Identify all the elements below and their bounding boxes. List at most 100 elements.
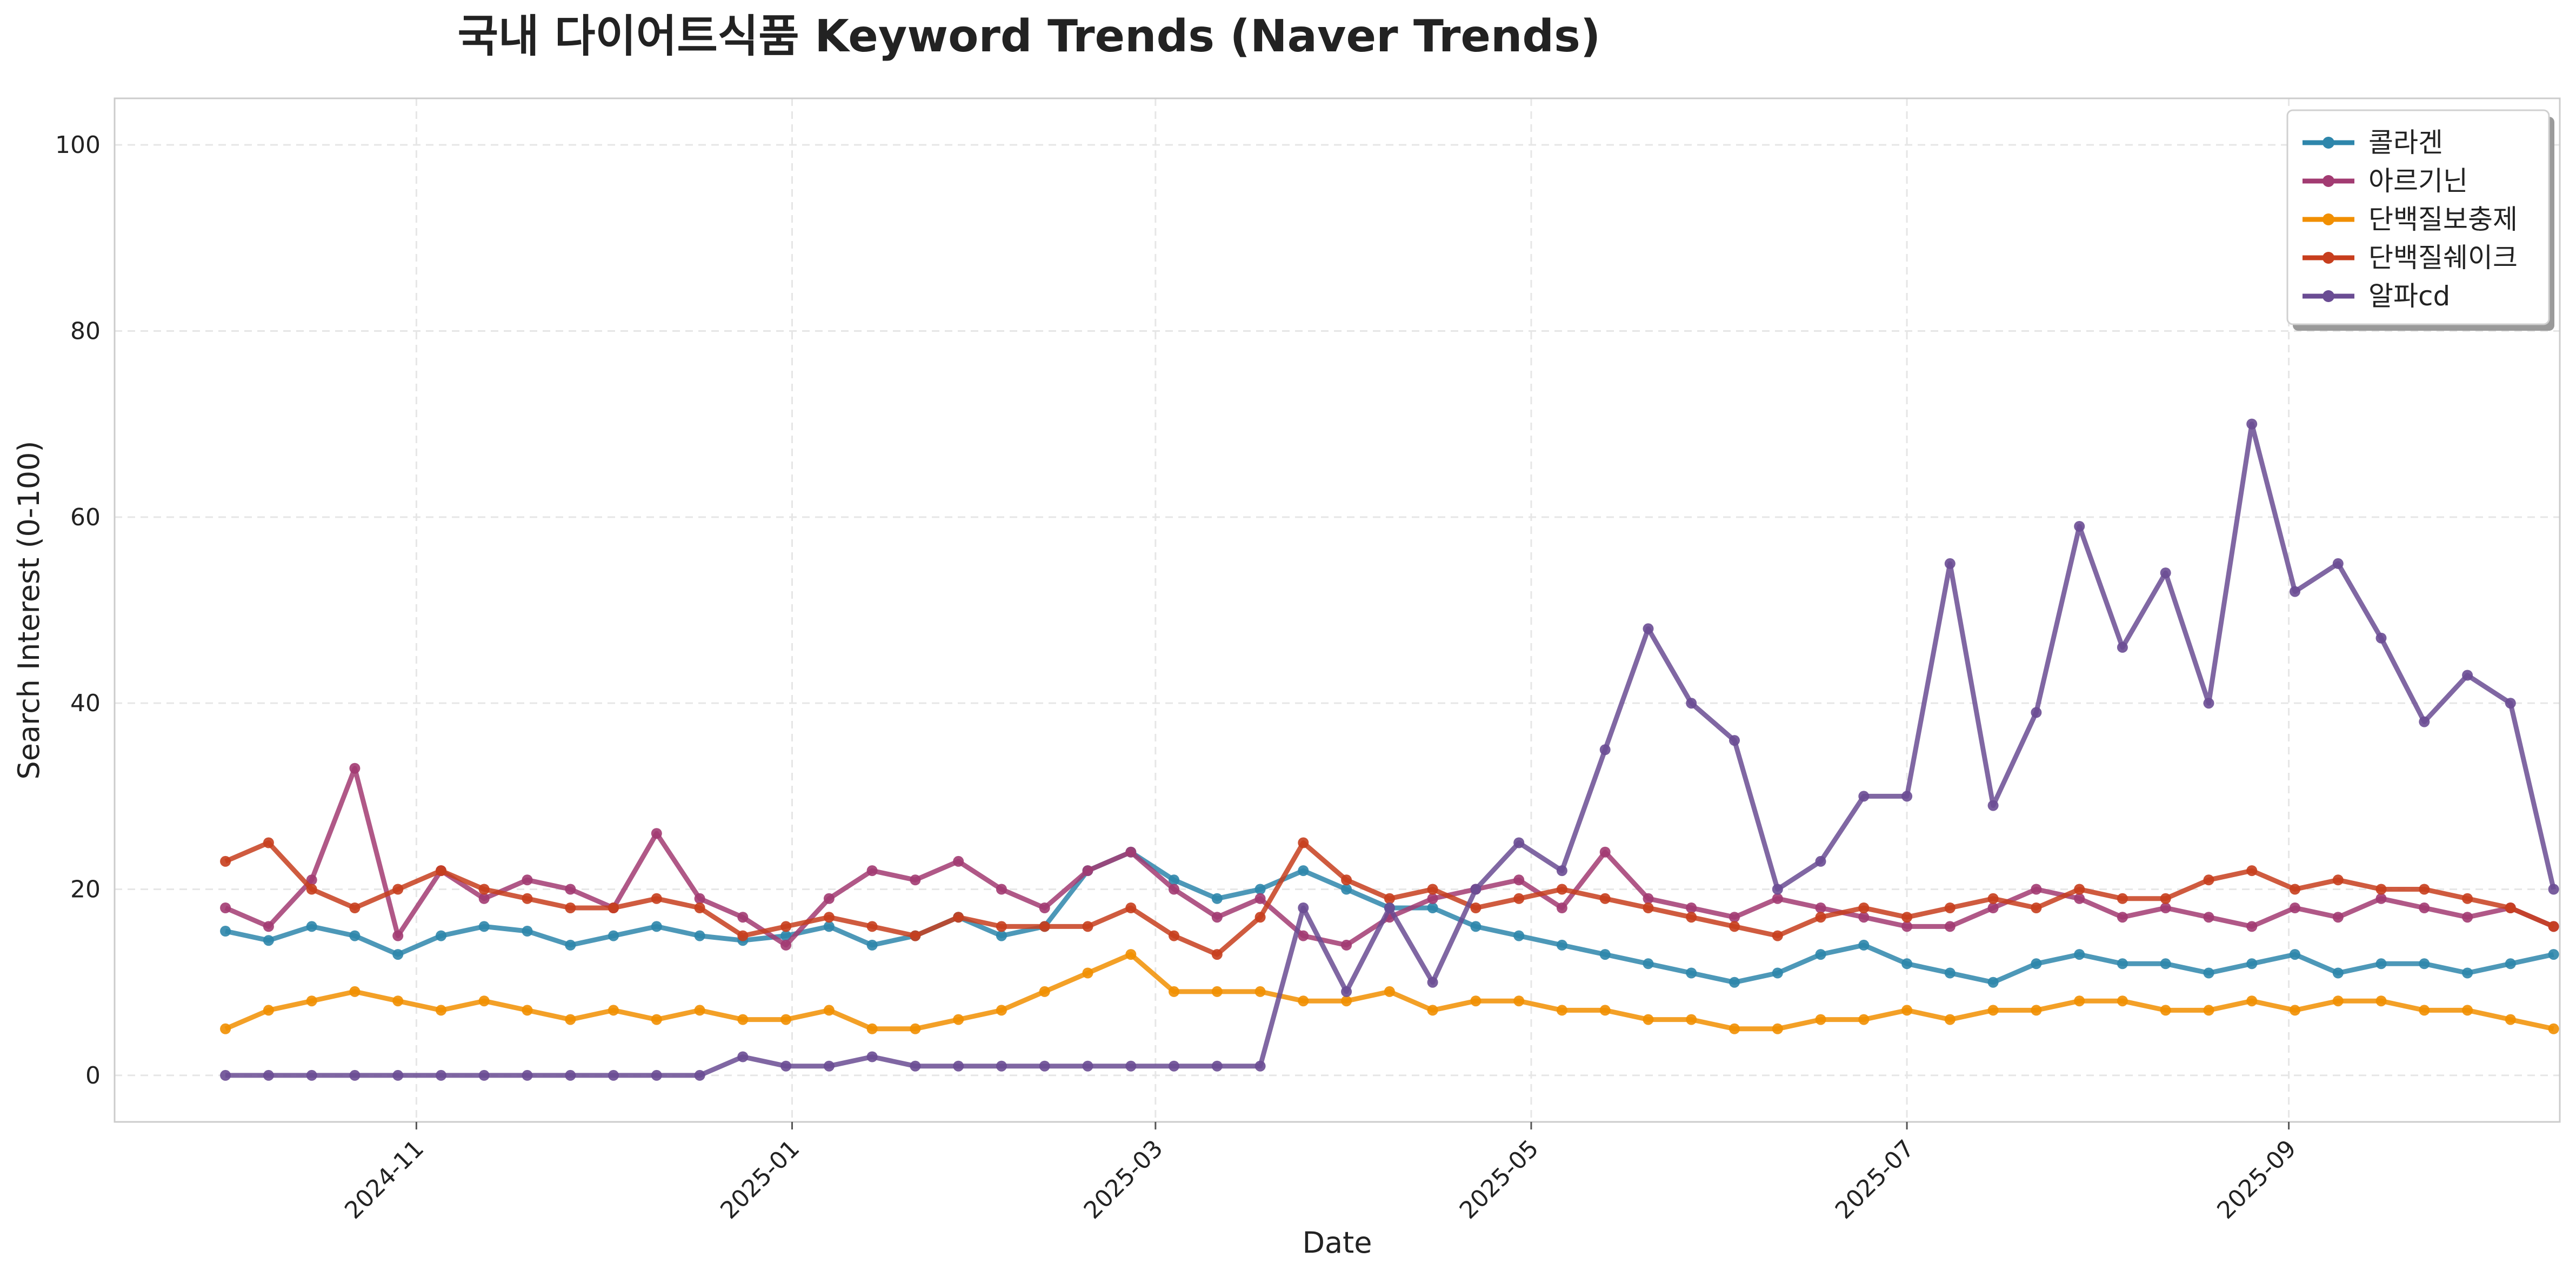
x-tick-label: 2025-05 — [1454, 1135, 1544, 1225]
data-point — [1556, 902, 1567, 913]
data-point — [2290, 902, 2300, 913]
data-point — [1254, 912, 1266, 923]
data-point — [2203, 874, 2214, 886]
data-point — [1729, 735, 1740, 746]
data-point — [2203, 967, 2214, 979]
data-point — [737, 1014, 749, 1025]
data-point — [263, 1005, 274, 1016]
data-point — [2419, 902, 2430, 913]
series-3 — [220, 949, 2559, 1034]
data-point — [1298, 865, 1309, 877]
data-point — [436, 865, 446, 877]
data-point — [1513, 837, 1525, 848]
y-tick-label: 80 — [70, 317, 101, 345]
data-point — [1772, 1023, 1783, 1034]
data-point — [953, 855, 964, 867]
data-point — [1298, 837, 1309, 848]
data-point — [436, 1005, 446, 1016]
data-point — [1298, 930, 1309, 941]
data-point — [2160, 1005, 2171, 1016]
data-point — [910, 1023, 921, 1034]
data-point — [2160, 958, 2171, 970]
data-point — [1815, 1014, 1826, 1025]
data-point — [522, 1005, 533, 1016]
data-point — [1384, 986, 1395, 997]
data-point — [1987, 1005, 1999, 1016]
data-point — [2375, 995, 2387, 1007]
data-point — [2074, 521, 2085, 532]
legend-marker — [2323, 213, 2334, 225]
data-point — [2117, 641, 2128, 653]
data-point — [1686, 967, 1697, 979]
data-point — [2548, 921, 2559, 932]
data-point — [1039, 902, 1050, 913]
data-point — [996, 1005, 1007, 1016]
data-point — [1987, 977, 1999, 988]
data-point — [737, 1051, 749, 1062]
data-point — [953, 1014, 964, 1025]
data-point — [2290, 884, 2300, 895]
y-tick-label: 100 — [55, 131, 101, 159]
data-point — [2074, 949, 2085, 960]
data-point — [737, 930, 749, 941]
data-point — [2074, 893, 2085, 904]
legend-marker — [2323, 290, 2334, 302]
data-point — [2031, 958, 2042, 970]
data-point — [478, 921, 490, 932]
data-point — [306, 1069, 317, 1081]
data-point — [2074, 995, 2085, 1007]
data-point — [478, 884, 490, 895]
data-point — [263, 921, 274, 932]
data-point — [2246, 995, 2258, 1007]
data-point — [220, 902, 231, 913]
data-point — [1858, 902, 1870, 913]
data-point — [2548, 884, 2559, 895]
data-point — [823, 921, 835, 932]
data-point — [1169, 1060, 1179, 1072]
data-point — [2375, 884, 2387, 895]
data-point — [694, 930, 705, 941]
data-point — [1298, 995, 1309, 1007]
data-point — [1599, 1005, 1611, 1016]
data-point — [522, 926, 533, 937]
data-point — [780, 1014, 792, 1025]
data-point — [1125, 1060, 1137, 1072]
data-point — [2203, 912, 2214, 923]
data-point — [866, 865, 878, 877]
data-point — [866, 921, 878, 932]
data-point — [2505, 958, 2516, 970]
data-point — [866, 1023, 878, 1034]
legend-marker — [2323, 252, 2334, 264]
data-point — [608, 1069, 619, 1081]
data-point — [392, 930, 404, 941]
data-point — [522, 1069, 533, 1081]
data-point — [1254, 884, 1266, 895]
data-point — [866, 939, 878, 951]
data-point — [1643, 1014, 1654, 1025]
data-point — [2290, 949, 2300, 960]
x-tick-label: 2025-07 — [1830, 1135, 1920, 1225]
data-point — [220, 1023, 231, 1034]
data-point — [1341, 986, 1352, 997]
data-point — [1901, 912, 1913, 923]
data-point — [1858, 791, 1870, 802]
data-point — [1427, 902, 1438, 913]
data-point — [2074, 884, 2085, 895]
data-point — [1298, 902, 1309, 913]
data-point — [996, 884, 1007, 895]
data-point — [2246, 865, 2258, 877]
data-point — [349, 902, 361, 913]
data-point — [1211, 949, 1223, 960]
data-point — [306, 921, 317, 932]
data-point — [996, 921, 1007, 932]
data-point — [565, 884, 576, 895]
data-point — [1254, 893, 1266, 904]
data-point — [2419, 958, 2430, 970]
data-point — [1556, 865, 1567, 877]
data-point — [1987, 902, 1999, 913]
data-point — [1729, 1023, 1740, 1034]
data-point — [2505, 698, 2516, 709]
data-point — [1556, 939, 1567, 951]
